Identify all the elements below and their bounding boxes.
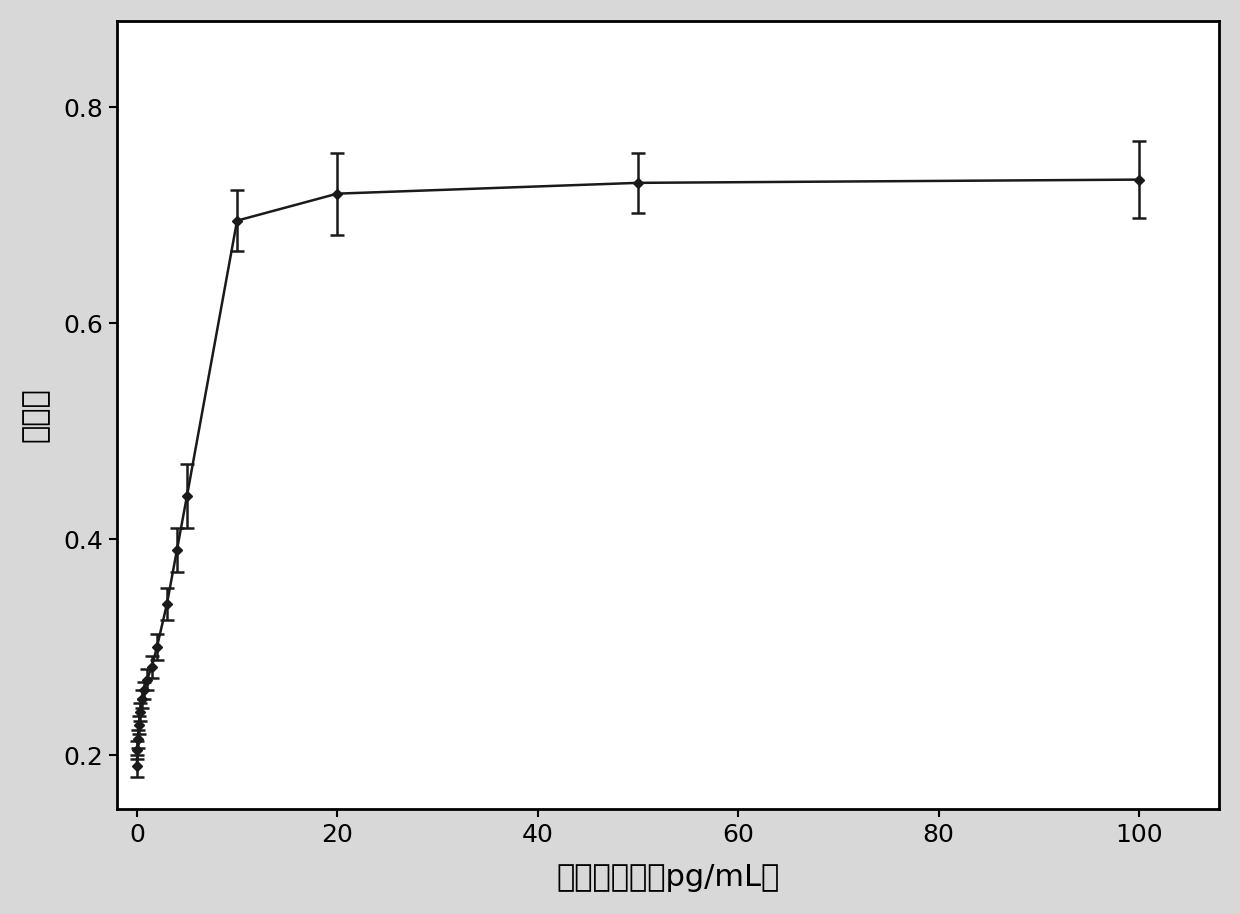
- X-axis label: 凝血醂浓度（pg/mL）: 凝血醂浓度（pg/mL）: [557, 863, 780, 892]
- Y-axis label: 吸光度: 吸光度: [21, 388, 50, 443]
